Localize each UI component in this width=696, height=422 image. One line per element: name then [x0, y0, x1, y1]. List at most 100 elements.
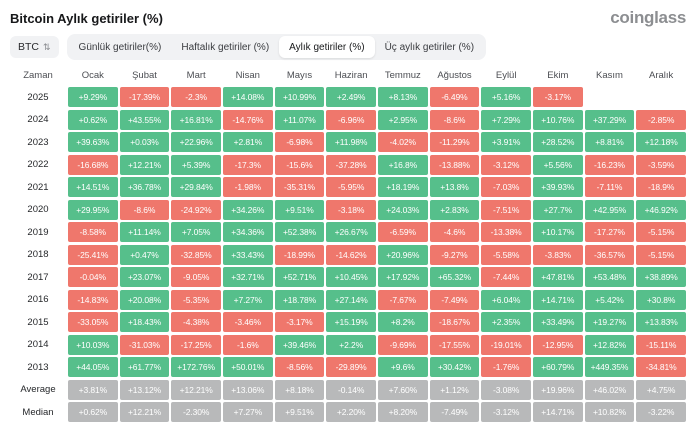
- row-label: 2016: [27, 294, 49, 305]
- row-label: 2014: [27, 339, 49, 350]
- return-cell: -35.31%: [274, 177, 325, 197]
- return-cell: +5.42%: [584, 289, 635, 310]
- table-row: Average +3.81% +13.12% +12.21% +13.06% +8.18%…: [10, 379, 686, 400]
- top-bar: Bitcoin Aylık getiriler (%) coinglass: [10, 8, 686, 28]
- column-header: Nisan: [235, 69, 260, 81]
- return-cell: +52.38%: [274, 222, 325, 242]
- table-row: 2021 +14.51% +36.78% +29.84% -1.98% -35.31% -5…: [10, 177, 686, 197]
- return-cell: +65.32%: [429, 267, 480, 287]
- return-cell: -9.27%: [429, 244, 480, 265]
- return-cell: +20.08%: [119, 289, 170, 310]
- return-cell: -1.76%: [481, 357, 531, 377]
- toolbar: BTC ⇅ Günlük getiriler(%) Haftalık getir…: [10, 34, 686, 60]
- return-cell: +2.35%: [481, 312, 531, 332]
- table-row: 2013 +44.05% +61.77% +172.76% +50.01% -8.56% -…: [10, 357, 686, 377]
- row-label: 2020: [27, 204, 49, 215]
- coin-selector-label: BTC: [18, 41, 39, 53]
- return-cell: +0.47%: [119, 244, 170, 265]
- return-cell: -3.17%: [533, 87, 583, 107]
- return-cell: -37.28%: [326, 154, 376, 175]
- column-header: Mart: [186, 69, 206, 81]
- return-cell: +27.7%: [533, 199, 583, 220]
- return-cell: -3.83%: [533, 244, 583, 265]
- return-cell: +13.8%: [429, 177, 480, 197]
- return-cell: +16.81%: [171, 109, 221, 130]
- return-cell: -1.98%: [223, 177, 273, 197]
- return-cell: +29.84%: [171, 177, 221, 197]
- column-header: Haziran: [334, 69, 368, 81]
- return-cell: -6.98%: [274, 132, 325, 152]
- return-cell: -18.67%: [429, 312, 480, 332]
- sort-arrows-icon: ⇅: [43, 41, 51, 52]
- table-row: 2015 -33.05% +18.43% -4.38% -3.46% -3.17% +15.…: [10, 312, 686, 332]
- return-cell: -32.85%: [171, 244, 221, 265]
- return-cell: -0.04%: [68, 267, 118, 287]
- return-cell: -6.96%: [326, 109, 376, 130]
- return-cell: +12.82%: [584, 334, 635, 355]
- return-cell: -17.27%: [584, 222, 635, 242]
- row-label: Average: [20, 384, 56, 395]
- return-cell: [585, 87, 635, 107]
- return-cell: -2.30%: [171, 402, 221, 422]
- tab-weekly-returns[interactable]: Haftalık getiriler (%): [181, 41, 270, 53]
- return-cell: +43.55%: [119, 109, 170, 130]
- coin-selector[interactable]: BTC ⇅: [10, 36, 59, 58]
- row-label: 2021: [27, 181, 49, 193]
- return-cell: +7.60%: [378, 379, 428, 400]
- tab-daily-returns[interactable]: Günlük getiriler(%): [78, 41, 162, 53]
- return-cell: -7.44%: [481, 267, 531, 287]
- return-cell: -3.18%: [326, 199, 376, 220]
- return-cell: -17.25%: [171, 334, 221, 355]
- return-cell: +14.51%: [68, 177, 118, 197]
- return-cell: +9.51%: [274, 402, 325, 422]
- return-cell: +8.18%: [274, 379, 325, 400]
- row-label: Median: [22, 406, 54, 418]
- return-cell: -8.6%: [429, 109, 480, 130]
- return-cell: -36.57%: [584, 244, 635, 265]
- return-cell: +52.71%: [274, 267, 325, 287]
- return-cell: -5.15%: [636, 244, 686, 265]
- column-header: Ağustos: [437, 69, 472, 81]
- table-row: 2024 +0.62% +43.55% +16.81% -14.76% +11.07% -6…: [10, 109, 686, 130]
- return-cell: -3.08%: [481, 379, 531, 400]
- return-cell: +10.03%: [68, 334, 118, 355]
- table-row: 2022 -16.68% +12.21% +5.39% -17.3% -15.6% -37.…: [10, 154, 686, 175]
- return-cell: -5.58%: [481, 244, 531, 265]
- table-row: 2017 -0.04% +23.07% -9.05% +32.71% +52.71% +10…: [10, 267, 686, 287]
- return-cell: -1.6%: [223, 334, 273, 355]
- tab-monthly-returns[interactable]: Aylık getiriler (%): [279, 36, 375, 58]
- row-label: 2017: [27, 271, 49, 283]
- return-cell: -13.38%: [481, 222, 531, 242]
- return-cell: +23.07%: [119, 267, 170, 287]
- row-label: 2024: [27, 114, 49, 125]
- return-cell: +12.21%: [119, 154, 170, 175]
- return-cell: +13.06%: [223, 379, 273, 400]
- return-cell: +14.71%: [533, 402, 583, 422]
- table-row: 2023 +39.63% +0.03% +22.96% +2.81% -6.98% +11.…: [10, 132, 686, 152]
- return-cell: +7.29%: [481, 109, 531, 130]
- return-cell: +13.83%: [636, 312, 686, 332]
- return-cell: -17.3%: [223, 154, 273, 175]
- column-header: Ekim: [547, 69, 569, 81]
- return-cell: +39.93%: [533, 177, 583, 197]
- return-cell: +17.92%: [378, 267, 428, 287]
- row-label: 2019: [27, 226, 49, 238]
- return-cell: +172.76%: [171, 357, 221, 377]
- return-cell: +46.92%: [636, 199, 686, 220]
- tab-quarterly-returns[interactable]: Üç aylık getiriler (%): [384, 41, 475, 53]
- return-cell: +61.77%: [119, 357, 170, 377]
- return-cell: +30.8%: [636, 289, 686, 310]
- return-cell: -7.11%: [584, 177, 635, 197]
- return-cell: [636, 87, 686, 107]
- return-cell: +10.76%: [533, 109, 583, 130]
- return-cell: -3.59%: [636, 154, 686, 175]
- table-body: 2025 +9.29% -17.39% -2.3% +14.08% +10.99% +2.4…: [10, 87, 686, 422]
- return-cell: +12.18%: [636, 132, 686, 152]
- return-cell: +46.02%: [584, 379, 635, 400]
- return-cell: -12.95%: [533, 334, 583, 355]
- return-cell: -7.49%: [429, 402, 480, 422]
- return-cell: +12.21%: [171, 379, 221, 400]
- return-cell: +5.56%: [533, 154, 583, 175]
- row-label: 2023: [27, 136, 49, 148]
- row-label: 2018: [27, 249, 49, 260]
